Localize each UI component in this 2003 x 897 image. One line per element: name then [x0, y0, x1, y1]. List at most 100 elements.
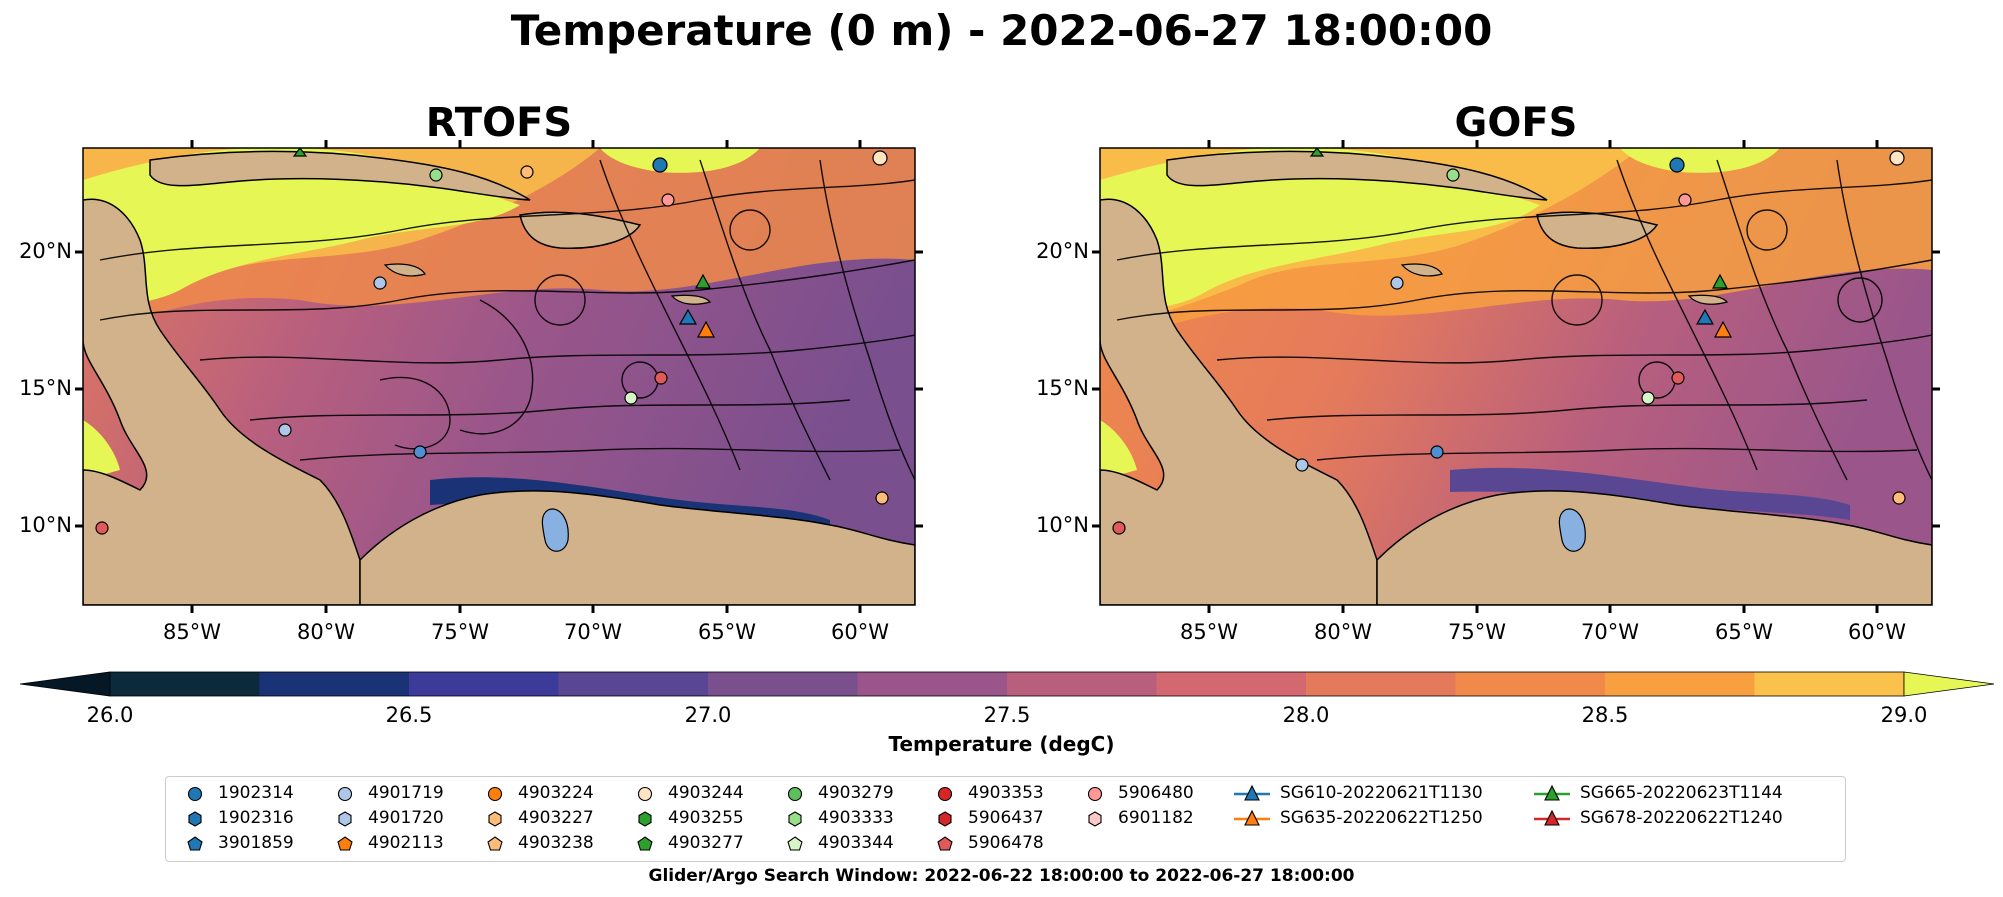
hexagon-marker-icon [488, 811, 502, 827]
colorbar-tick: 27.0 [684, 703, 732, 727]
lon-label-65w-right: 65°W [1715, 620, 1773, 644]
legend-label: 4903344 [818, 833, 894, 853]
pentagon-marker-icon [337, 836, 353, 851]
lon-label-75w-right: 75°W [1448, 620, 1506, 644]
triangle-line-marker-icon [1534, 784, 1570, 801]
legend-label: SG635-20220622T1250 [1280, 808, 1483, 828]
map-panel-rtofs [83, 148, 915, 605]
legend-label: 1902314 [218, 783, 294, 803]
lat-label-20n-right: 20°N [1036, 239, 1089, 263]
legend-label: 4901720 [368, 808, 444, 828]
legend-label: 4903277 [668, 833, 744, 853]
hexagon-marker-icon [938, 811, 952, 827]
lat-label-10n-left: 10°N [19, 513, 72, 537]
circle-marker-icon [337, 786, 353, 802]
current-streamlines [99, 159, 915, 481]
lon-label-60w-right: 60°W [1848, 620, 1906, 644]
colorbar-tick: 28.0 [1282, 703, 1330, 727]
circle-marker-icon [187, 786, 203, 802]
circle-marker-icon [937, 786, 953, 802]
colorbar-bin [1156, 672, 1307, 696]
argo-floats [1112, 148, 1906, 535]
colorbar-bin [857, 672, 1008, 696]
colorbar-label: Temperature (degC) [888, 732, 1115, 756]
lon-label-85w-left: 85°W [163, 620, 221, 644]
colorbar-bin [409, 672, 559, 696]
legend-label: 4903353 [968, 783, 1044, 803]
lon-label-75w-left: 75°W [431, 620, 489, 644]
colorbar-under-arrow [19, 671, 111, 697]
colorbar-bin [1754, 672, 1905, 696]
lon-label-80w-right: 80°W [1314, 620, 1372, 644]
colorbar-tick: 28.5 [1581, 703, 1629, 727]
panel-title-rtofs: RTOFS [425, 100, 573, 146]
legend-label: 4902113 [368, 833, 444, 853]
pentagon-marker-icon [637, 836, 653, 851]
shelf-yellow [83, 148, 520, 303]
legend-label: 5906480 [1118, 783, 1194, 803]
lat-label-20n-left: 20°N [19, 239, 72, 263]
legend-label: 4903238 [518, 833, 594, 853]
colorbar-bin [1306, 672, 1456, 696]
legend-label: SG610-20220621T1130 [1280, 783, 1483, 803]
land-central-america [83, 198, 361, 605]
pentagon-marker-icon [487, 836, 503, 851]
colorbar-over-arrow [1903, 671, 1995, 697]
axis-ticks [75, 140, 1940, 613]
legend-label: 1902316 [218, 808, 294, 828]
legend-label: 4903255 [668, 808, 744, 828]
figure-title: Temperature (0 m) - 2022-06-27 18:00:00 [510, 6, 1493, 55]
colorbar-bin [110, 672, 260, 696]
lon-label-70w-right: 70°W [1581, 620, 1639, 644]
colorbar-bin [259, 672, 410, 696]
panel-title-gofs: GOFS [1454, 100, 1578, 146]
legend-label: 4903224 [518, 783, 594, 803]
circle-marker-icon [787, 786, 803, 802]
current-streamlines [1116, 159, 1932, 481]
legend-label: 3901859 [218, 833, 294, 853]
land-cuba [149, 150, 531, 201]
circle-marker-icon [1087, 786, 1103, 802]
hexagon-marker-icon [1088, 811, 1102, 827]
colorbar-bin [1605, 672, 1755, 696]
legend-label: 4903279 [818, 783, 894, 803]
colorbar-bin [1007, 672, 1157, 696]
colorbar-tick: 27.5 [983, 703, 1031, 727]
legend-label: SG678-20220622T1240 [1580, 808, 1783, 828]
pentagon-marker-icon [937, 836, 953, 851]
pentagon-marker-icon [787, 836, 803, 851]
search-window-caption: Glider/Argo Search Window: 2022-06-22 18… [648, 866, 1355, 886]
legend-label: 6901182 [1118, 808, 1194, 828]
colorbar-bin [558, 672, 709, 696]
legend-label: 4901719 [368, 783, 444, 803]
lon-label-70w-left: 70°W [564, 620, 622, 644]
legend-label: 4903244 [668, 783, 744, 803]
lon-label-85w-right: 85°W [1180, 620, 1238, 644]
hexagon-marker-icon [788, 811, 802, 827]
lat-label-15n-right: 15°N [1036, 376, 1089, 400]
map-panel-gofs [1100, 148, 1932, 605]
colorbar-tick: 26.5 [385, 703, 433, 727]
legend-label: 5906478 [968, 833, 1044, 853]
legend-label: 4903333 [818, 808, 894, 828]
lat-label-15n-left: 15°N [19, 376, 72, 400]
hexagon-marker-icon [638, 811, 652, 827]
triangle-line-marker-icon [1234, 809, 1270, 826]
land-hispaniola [519, 211, 642, 249]
legend: 1902314 1902316 3901859 4901719 4901720 49021… [165, 776, 1846, 862]
colorbar-tick: 29.0 [1880, 703, 1928, 727]
argo-floats [95, 148, 889, 535]
colorbar-bin [1455, 672, 1606, 696]
circle-marker-icon [637, 786, 653, 802]
hexagon-marker-icon [338, 811, 352, 827]
maps-canvas [19, 140, 1995, 697]
lon-label-60w-left: 60°W [831, 620, 889, 644]
land-south-america [359, 490, 915, 605]
lon-label-80w-left: 80°W [297, 620, 355, 644]
circle-marker-icon [487, 786, 503, 802]
legend-label: 5906437 [968, 808, 1044, 828]
hexagon-marker-icon [188, 811, 202, 827]
colorbar-tick: 26.0 [86, 703, 134, 727]
colorbar [19, 671, 1995, 697]
map-frame-gofs [1099, 147, 1933, 606]
